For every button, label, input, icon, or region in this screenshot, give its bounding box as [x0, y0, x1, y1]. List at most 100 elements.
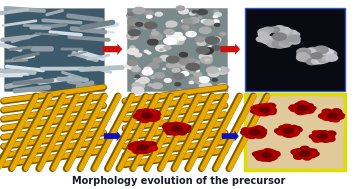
Circle shape	[148, 84, 152, 86]
Circle shape	[272, 40, 287, 48]
Circle shape	[180, 53, 187, 57]
Circle shape	[321, 133, 325, 135]
Circle shape	[214, 13, 221, 16]
Circle shape	[267, 108, 276, 113]
Circle shape	[141, 148, 145, 150]
Circle shape	[201, 20, 207, 23]
Circle shape	[306, 109, 314, 113]
Circle shape	[262, 155, 266, 157]
Circle shape	[160, 55, 170, 61]
Circle shape	[258, 29, 271, 35]
Circle shape	[141, 115, 146, 117]
Circle shape	[256, 131, 260, 133]
Circle shape	[300, 102, 309, 107]
Circle shape	[148, 115, 152, 117]
Circle shape	[245, 134, 252, 138]
Circle shape	[260, 107, 264, 109]
Circle shape	[327, 115, 331, 117]
Circle shape	[212, 68, 219, 72]
Circle shape	[250, 131, 253, 133]
Circle shape	[137, 111, 146, 116]
Circle shape	[178, 127, 182, 130]
Circle shape	[220, 32, 226, 36]
Circle shape	[147, 142, 156, 147]
Circle shape	[142, 116, 152, 122]
Circle shape	[196, 70, 199, 72]
Circle shape	[280, 37, 294, 45]
Circle shape	[265, 156, 268, 158]
Circle shape	[260, 110, 264, 112]
Circle shape	[182, 20, 186, 22]
Circle shape	[322, 112, 329, 115]
Circle shape	[260, 111, 269, 116]
Circle shape	[287, 34, 297, 39]
Circle shape	[257, 131, 266, 136]
Circle shape	[145, 22, 157, 29]
Circle shape	[175, 123, 183, 128]
Circle shape	[197, 41, 206, 45]
Circle shape	[290, 105, 297, 109]
Circle shape	[152, 111, 160, 115]
Circle shape	[135, 149, 143, 154]
Circle shape	[189, 81, 193, 84]
Circle shape	[265, 110, 269, 112]
Circle shape	[154, 73, 164, 78]
Circle shape	[321, 115, 329, 119]
Circle shape	[256, 36, 266, 42]
Circle shape	[256, 127, 264, 131]
Circle shape	[129, 31, 134, 34]
Circle shape	[305, 154, 311, 157]
Circle shape	[144, 142, 152, 146]
Circle shape	[289, 129, 293, 131]
Circle shape	[186, 68, 191, 70]
Circle shape	[266, 106, 275, 111]
Circle shape	[287, 128, 291, 130]
Circle shape	[256, 128, 266, 133]
Circle shape	[171, 127, 176, 130]
Circle shape	[278, 128, 285, 132]
Circle shape	[332, 118, 340, 122]
Circle shape	[332, 109, 341, 113]
Circle shape	[267, 153, 271, 155]
Circle shape	[140, 118, 150, 122]
Circle shape	[285, 133, 292, 137]
Circle shape	[300, 153, 303, 154]
Circle shape	[138, 77, 149, 83]
Circle shape	[284, 131, 288, 133]
Circle shape	[138, 141, 146, 145]
Circle shape	[167, 32, 178, 38]
Circle shape	[306, 153, 310, 154]
Circle shape	[294, 149, 303, 153]
Circle shape	[327, 112, 333, 115]
Circle shape	[257, 104, 265, 108]
Circle shape	[166, 130, 175, 135]
Circle shape	[141, 23, 151, 29]
Circle shape	[199, 27, 211, 33]
Circle shape	[261, 154, 265, 156]
Circle shape	[144, 142, 150, 145]
Circle shape	[333, 116, 337, 118]
Circle shape	[152, 83, 162, 88]
Circle shape	[292, 127, 302, 132]
Circle shape	[128, 26, 134, 29]
Circle shape	[273, 33, 286, 40]
Circle shape	[253, 130, 256, 132]
Circle shape	[264, 37, 279, 45]
Circle shape	[318, 48, 331, 55]
Circle shape	[178, 9, 188, 14]
Circle shape	[145, 113, 149, 115]
Circle shape	[313, 138, 321, 142]
Circle shape	[333, 113, 337, 115]
Circle shape	[327, 133, 334, 137]
Circle shape	[190, 12, 195, 15]
Circle shape	[128, 146, 136, 150]
Polygon shape	[103, 43, 122, 55]
Circle shape	[248, 134, 256, 139]
Circle shape	[308, 154, 316, 158]
Circle shape	[147, 52, 151, 54]
Circle shape	[174, 129, 182, 134]
Circle shape	[300, 151, 304, 153]
Circle shape	[200, 47, 213, 54]
Circle shape	[175, 126, 179, 128]
Circle shape	[131, 37, 133, 38]
